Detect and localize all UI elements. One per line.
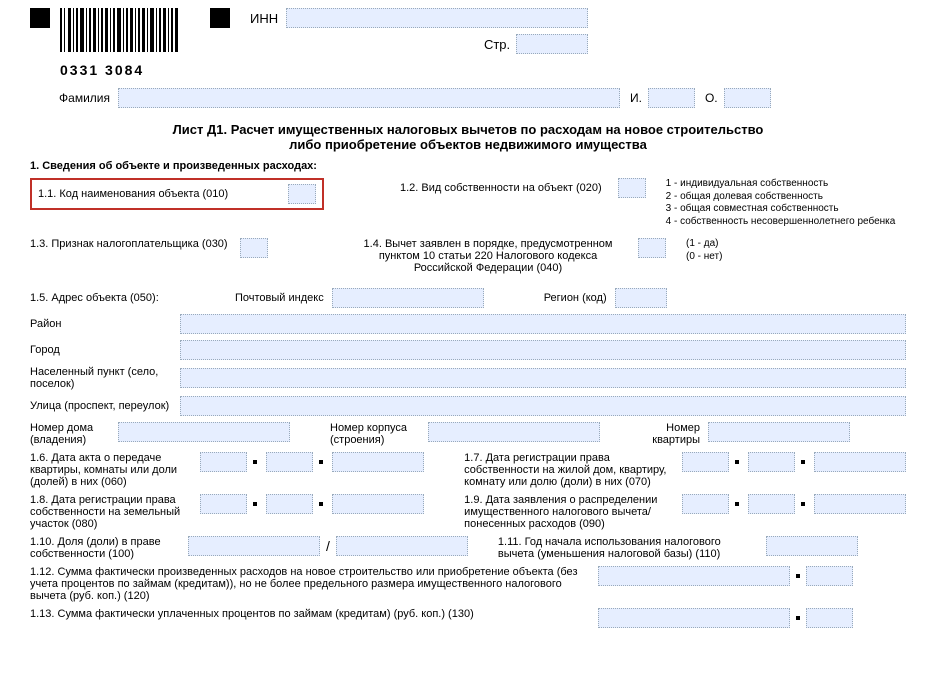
redbox-1-1: 1.1. Код наименования объекта (010) [30,178,324,210]
region-label: Регион (код) [544,292,607,304]
ownership-legend-1: 1 - индивидуальная собственность [666,178,896,191]
region-field[interactable] [615,288,667,308]
r113-label: 1.13. Сумма фактически уплаченных процен… [30,608,590,620]
r110-label: 1.10. Доля (доли) в праве собственности … [30,536,180,560]
r16-y[interactable] [332,452,424,472]
r111-label: 1.11. Год начала использования налоговог… [498,536,758,560]
building-field[interactable] [428,422,600,442]
black-square-right [210,8,230,28]
inn-field[interactable] [286,8,588,28]
district-field[interactable] [180,314,906,334]
r14-label: 1.4. Вычет заявлен в порядке, предусмотр… [348,238,628,274]
r112-label: 1.12. Сумма фактически произведенных рас… [30,566,590,602]
settlement-field[interactable] [180,368,906,388]
r18-label: 1.8. Дата регистрации права собственност… [30,494,192,530]
surname-label: Фамилия [30,91,110,105]
district-label: Район [30,318,180,330]
r16-label: 1.6. Дата акта о передаче квартиры, комн… [30,452,192,488]
postal-field[interactable] [332,288,484,308]
r17-d[interactable] [682,452,729,472]
r113-rub[interactable] [598,608,790,628]
initial-o-label: О. [705,91,718,105]
street-label: Улица (проспект, переулок) [30,400,180,412]
initial-o-field[interactable] [724,88,771,108]
postal-label: Почтовый индекс [235,292,324,304]
building-label: Номер корпуса (строения) [330,422,420,446]
title-line1: Лист Д1. Расчет имущественных налоговых … [30,122,906,137]
r15-label: 1.5. Адрес объекта (050): [30,292,180,304]
r112-kop[interactable] [806,566,853,586]
slash: / [326,538,330,554]
r18-y[interactable] [332,494,424,514]
r12-field[interactable] [618,178,646,198]
street-field[interactable] [180,396,906,416]
black-square-left [30,8,50,28]
r113-kop[interactable] [806,608,853,628]
r14-field[interactable] [638,238,666,258]
r16-m[interactable] [266,452,313,472]
page-field[interactable] [516,34,588,54]
r16-d[interactable] [200,452,247,472]
page-label: Стр. [484,37,510,52]
city-label: Город [30,344,180,356]
yn-yes: (1 - да) [686,238,722,251]
r12-label: 1.2. Вид собственности на объект (020) [400,182,602,194]
r11-field[interactable] [288,184,316,204]
r17-y[interactable] [814,452,906,472]
inn-label: ИНН [250,11,278,26]
yn-no: (0 - нет) [686,251,722,264]
r17-label: 1.7. Дата регистрации права собственност… [464,452,674,488]
r11-label: 1.1. Код наименования объекта (010) [38,188,280,200]
r110-num[interactable] [188,536,320,556]
r112-rub[interactable] [598,566,790,586]
city-field[interactable] [180,340,906,360]
ownership-legend-2: 2 - общая долевая собственность [666,191,896,204]
section1-heading: 1. Сведения об объекте и произведенных р… [30,160,906,172]
r19-y[interactable] [814,494,906,514]
barcode [60,8,180,52]
ownership-legend-3: 3 - общая совместная собственность [666,203,896,216]
initial-i-label: И. [630,91,642,105]
r18-m[interactable] [266,494,313,514]
apt-field[interactable] [708,422,850,442]
r19-d[interactable] [682,494,729,514]
apt-label: Номер квартиры [640,422,700,446]
house-field[interactable] [118,422,290,442]
r13-label: 1.3. Признак налогоплательщика (030) [30,238,230,250]
r111-field[interactable] [766,536,858,556]
r13-field[interactable] [240,238,268,258]
settlement-label: Населенный пункт (село, поселок) [30,366,180,390]
r19-m[interactable] [748,494,795,514]
r110-den[interactable] [336,536,468,556]
house-label: Номер дома (владения) [30,422,110,446]
surname-field[interactable] [118,88,620,108]
r18-d[interactable] [200,494,247,514]
r17-m[interactable] [748,452,795,472]
barcode-number: 0331 3084 [60,62,144,78]
r19-label: 1.9. Дата заявления о распределении имущ… [464,494,674,530]
initial-i-field[interactable] [648,88,695,108]
ownership-legend-4: 4 - собственность несовершеннолетнего ре… [666,216,896,229]
title-line2: либо приобретение объектов недвижимого и… [30,137,906,152]
